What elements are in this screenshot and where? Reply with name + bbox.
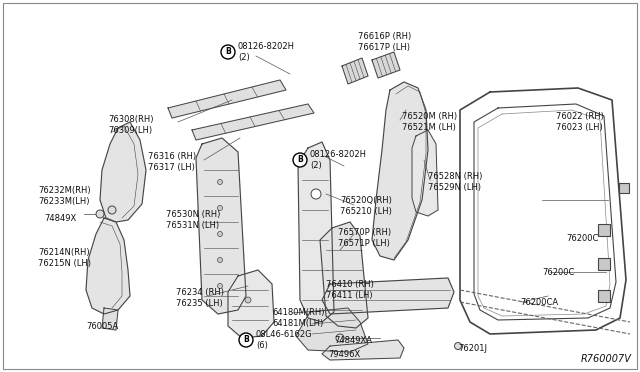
Text: 76308(RH)
76309(LH): 76308(RH) 76309(LH) [108, 115, 154, 135]
Polygon shape [196, 138, 246, 314]
Polygon shape [168, 80, 286, 118]
Circle shape [108, 206, 116, 214]
Text: 76022 (RH)
76023 (LH): 76022 (RH) 76023 (LH) [556, 112, 604, 132]
Polygon shape [412, 130, 438, 216]
Polygon shape [322, 340, 404, 360]
Circle shape [96, 210, 104, 218]
Text: 74849X: 74849X [44, 214, 76, 223]
Polygon shape [372, 52, 400, 78]
Text: 76520Q(RH)
765210 (LH): 76520Q(RH) 765210 (LH) [340, 196, 392, 216]
Polygon shape [298, 142, 334, 322]
Text: 64180M(RH)
64181M(LH): 64180M(RH) 64181M(LH) [272, 308, 324, 328]
Text: B: B [225, 48, 231, 57]
Text: 08126-8202H
(2): 08126-8202H (2) [310, 150, 367, 170]
Circle shape [311, 189, 321, 199]
Circle shape [218, 283, 223, 289]
Text: R760007V: R760007V [581, 354, 632, 364]
Polygon shape [228, 270, 274, 338]
Circle shape [293, 153, 307, 167]
Circle shape [218, 231, 223, 237]
Polygon shape [192, 104, 314, 140]
Text: B: B [297, 155, 303, 164]
Polygon shape [372, 82, 428, 260]
Circle shape [218, 205, 223, 211]
Text: 76410 (RH)
76411 (LH): 76410 (RH) 76411 (LH) [326, 280, 374, 300]
Text: 76520M (RH)
76521M (LH): 76520M (RH) 76521M (LH) [402, 112, 457, 132]
Text: 08L46-6162G
(6): 08L46-6162G (6) [256, 330, 312, 350]
Polygon shape [86, 218, 130, 314]
Text: 76200C: 76200C [566, 234, 598, 243]
Text: 76316 (RH)
76317 (LH): 76316 (RH) 76317 (LH) [148, 152, 196, 172]
Text: B: B [243, 336, 249, 344]
Polygon shape [322, 278, 454, 314]
Polygon shape [100, 122, 146, 222]
Bar [598, 258, 610, 270]
Circle shape [218, 257, 223, 263]
Bar [598, 290, 610, 302]
Polygon shape [320, 222, 368, 328]
Polygon shape [296, 308, 368, 352]
Text: 76232M(RH)
76233M(LH): 76232M(RH) 76233M(LH) [38, 186, 91, 206]
Circle shape [336, 334, 344, 342]
Circle shape [454, 343, 461, 350]
Text: 76530N (RH)
76531N (LH): 76530N (RH) 76531N (LH) [166, 210, 220, 230]
Text: 76005A: 76005A [86, 322, 118, 331]
Circle shape [239, 333, 253, 347]
Text: 76528N (RH)
76529N (LH): 76528N (RH) 76529N (LH) [428, 172, 483, 192]
Polygon shape [102, 308, 118, 330]
Text: 76201J: 76201J [458, 344, 487, 353]
Text: 76616P (RH)
76617P (LH): 76616P (RH) 76617P (LH) [358, 32, 412, 52]
Text: 74849XA: 74849XA [334, 336, 372, 345]
Text: 76214N(RH)
76215N (LH): 76214N(RH) 76215N (LH) [38, 248, 91, 268]
Bar [619, 183, 629, 193]
Text: 76234 (RH)
76235 (LH): 76234 (RH) 76235 (LH) [176, 288, 224, 308]
Polygon shape [342, 58, 368, 84]
Circle shape [221, 45, 235, 59]
Text: 76200CA: 76200CA [520, 298, 558, 307]
Text: 76200C: 76200C [542, 268, 574, 277]
Text: 79496X: 79496X [328, 350, 360, 359]
Circle shape [218, 180, 223, 185]
Text: 08126-8202H
(2): 08126-8202H (2) [238, 42, 295, 62]
Text: 76570P (RH)
76571P (LH): 76570P (RH) 76571P (LH) [338, 228, 391, 248]
Circle shape [245, 297, 251, 303]
Bar [598, 224, 610, 236]
